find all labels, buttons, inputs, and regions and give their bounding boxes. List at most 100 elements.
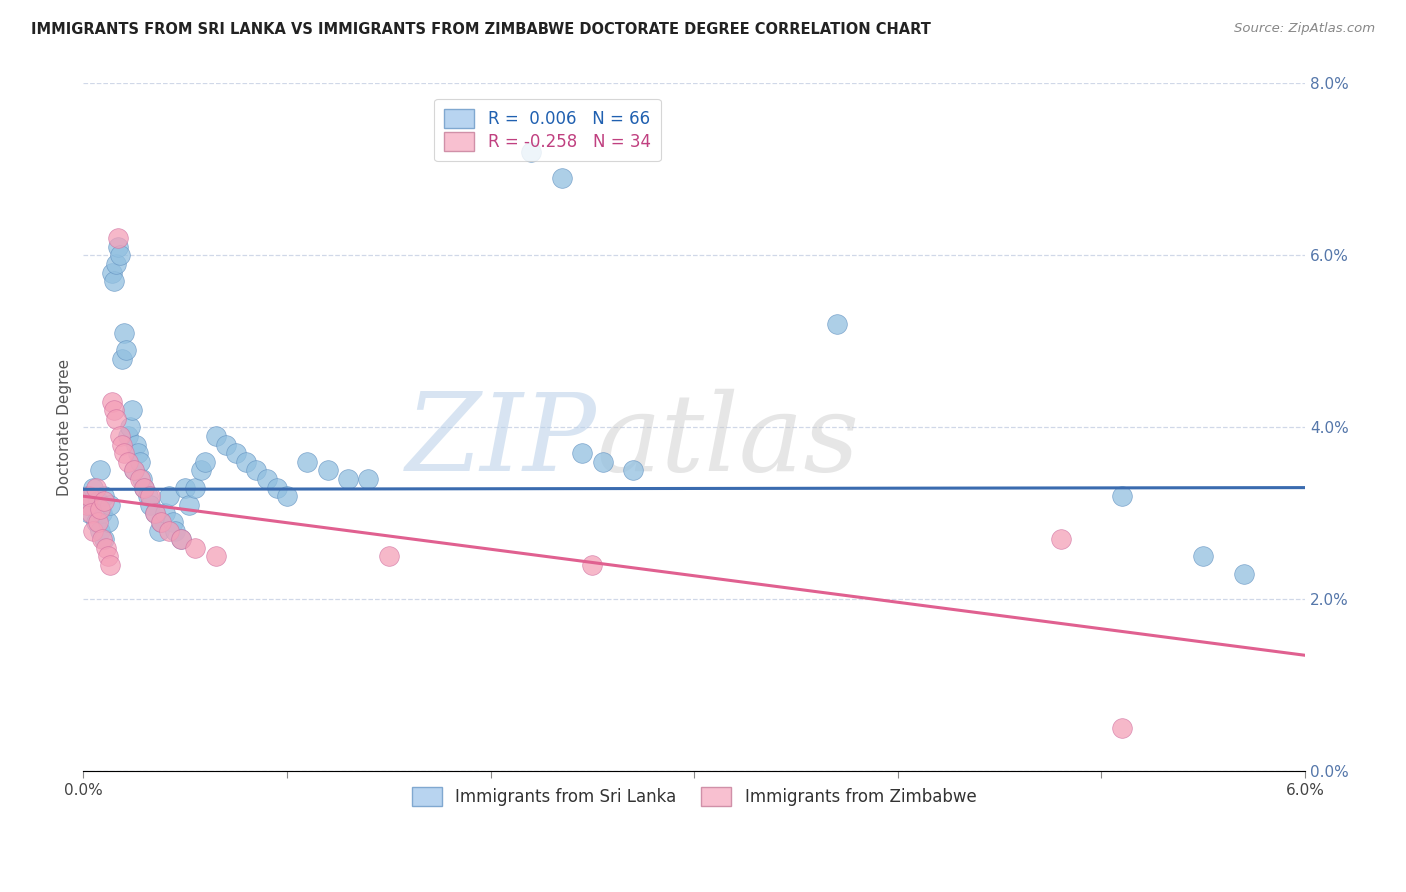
Point <box>1111 489 1133 503</box>
Point <box>120 420 142 434</box>
Point <box>101 266 124 280</box>
Y-axis label: Doctorate Degree: Doctorate Degree <box>58 359 72 496</box>
Point <box>103 403 125 417</box>
Point <box>90 532 112 546</box>
Point <box>90 507 112 521</box>
Point <box>107 231 129 245</box>
Point <box>98 558 121 572</box>
Point <box>129 472 152 486</box>
Point <box>93 532 115 546</box>
Point <box>134 481 156 495</box>
Point <box>104 257 127 271</box>
Point <box>592 455 614 469</box>
Point <box>82 481 104 495</box>
Point <box>84 515 107 529</box>
Point <box>170 532 193 546</box>
Point <box>117 429 139 443</box>
Point <box>134 481 156 495</box>
Point <box>170 532 193 546</box>
Point <box>82 524 104 538</box>
Point <box>107 240 129 254</box>
Point <box>121 403 143 417</box>
Point <box>111 351 134 366</box>
Text: atlas: atlas <box>596 389 859 494</box>
Point <box>157 524 180 538</box>
Point <box>89 463 111 477</box>
Point <box>148 524 170 538</box>
Point <box>101 394 124 409</box>
Point <box>115 343 138 357</box>
Point <box>138 489 160 503</box>
Point <box>139 498 162 512</box>
Point <box>80 507 103 521</box>
Point <box>190 463 212 477</box>
Point <box>179 498 201 512</box>
Point <box>204 429 226 443</box>
Point <box>93 493 115 508</box>
Point <box>79 489 101 503</box>
Point <box>111 437 134 451</box>
Point <box>1192 549 1215 564</box>
Point <box>143 507 166 521</box>
Point <box>551 171 574 186</box>
Point <box>94 541 117 555</box>
Point <box>184 541 207 555</box>
Point <box>520 145 543 160</box>
Point <box>127 446 149 460</box>
Point <box>97 549 120 564</box>
Point <box>266 481 288 495</box>
Point <box>276 489 298 503</box>
Point <box>357 472 380 486</box>
Point <box>86 493 108 508</box>
Point <box>235 455 257 469</box>
Point <box>245 463 267 477</box>
Point <box>89 524 111 538</box>
Point <box>163 524 186 538</box>
Point <box>143 507 166 521</box>
Point <box>93 489 115 503</box>
Point <box>79 507 101 521</box>
Point <box>112 326 135 340</box>
Point <box>225 446 247 460</box>
Legend: Immigrants from Sri Lanka, Immigrants from Zimbabwe: Immigrants from Sri Lanka, Immigrants fr… <box>404 779 984 814</box>
Point <box>1233 566 1256 581</box>
Point <box>104 412 127 426</box>
Point <box>825 317 848 331</box>
Point <box>97 515 120 529</box>
Point <box>89 502 111 516</box>
Point <box>86 515 108 529</box>
Text: IMMIGRANTS FROM SRI LANKA VS IMMIGRANTS FROM ZIMBABWE DOCTORATE DEGREE CORRELATI: IMMIGRANTS FROM SRI LANKA VS IMMIGRANTS … <box>31 22 931 37</box>
Point <box>337 472 360 486</box>
Point <box>103 274 125 288</box>
Point <box>316 463 339 477</box>
Point <box>204 549 226 564</box>
Point <box>157 489 180 503</box>
Point <box>112 446 135 460</box>
Point <box>129 455 152 469</box>
Point <box>297 455 319 469</box>
Point <box>621 463 644 477</box>
Point <box>139 489 162 503</box>
Point <box>215 437 238 451</box>
Point <box>117 455 139 469</box>
Point <box>149 515 172 529</box>
Point <box>256 472 278 486</box>
Point <box>84 481 107 495</box>
Point <box>1111 722 1133 736</box>
Point <box>122 463 145 477</box>
Point <box>80 498 103 512</box>
Point <box>98 498 121 512</box>
Point <box>125 437 148 451</box>
Point <box>76 498 98 512</box>
Point <box>1049 532 1071 546</box>
Point <box>377 549 399 564</box>
Point <box>194 455 217 469</box>
Point <box>108 429 131 443</box>
Point <box>108 248 131 262</box>
Point <box>162 515 184 529</box>
Text: ZIP: ZIP <box>405 389 596 494</box>
Point <box>76 489 98 503</box>
Point <box>149 515 172 529</box>
Point <box>122 463 145 477</box>
Point <box>131 472 153 486</box>
